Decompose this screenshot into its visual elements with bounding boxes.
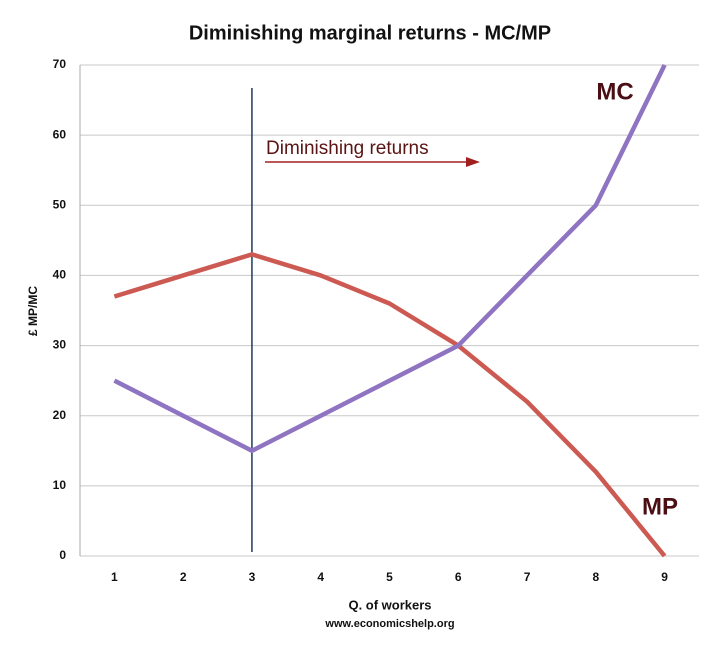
x-tick-label: 6 <box>455 570 462 584</box>
x-tick-label: 4 <box>317 570 324 584</box>
annotation: Diminishing returns <box>266 138 429 159</box>
y-axis-label: £ MP/MC <box>26 286 40 336</box>
series-line <box>113 64 667 454</box>
y-tick-label: 50 <box>53 197 67 211</box>
x-tick-label: 5 <box>386 570 393 584</box>
x-axis-label: Q. of workers <box>348 597 431 612</box>
legend-label: MC <box>596 78 633 105</box>
legend-label: MP <box>642 493 678 520</box>
y-tick-label: 70 <box>53 57 67 71</box>
x-tick-label: 1 <box>111 570 118 584</box>
x-tick-label: 3 <box>249 570 256 584</box>
x-tick-label: 8 <box>592 570 599 584</box>
y-tick-label: 0 <box>59 548 66 562</box>
series-line <box>113 252 667 558</box>
y-tick-label: 60 <box>53 127 67 141</box>
source: www.economicshelp.org <box>324 618 454 630</box>
x-tick-label: 9 <box>661 570 668 584</box>
y-tick-label: 20 <box>53 408 67 422</box>
annotation-arrowhead <box>466 157 480 167</box>
x-tick-label: 7 <box>524 570 531 584</box>
chart-title: Diminishing marginal returns - MC/MP <box>189 22 551 44</box>
x-tick-label: 2 <box>180 570 187 584</box>
y-tick-label: 30 <box>53 338 67 352</box>
y-tick-label: 10 <box>53 478 67 492</box>
y-tick-label: 40 <box>53 268 67 282</box>
